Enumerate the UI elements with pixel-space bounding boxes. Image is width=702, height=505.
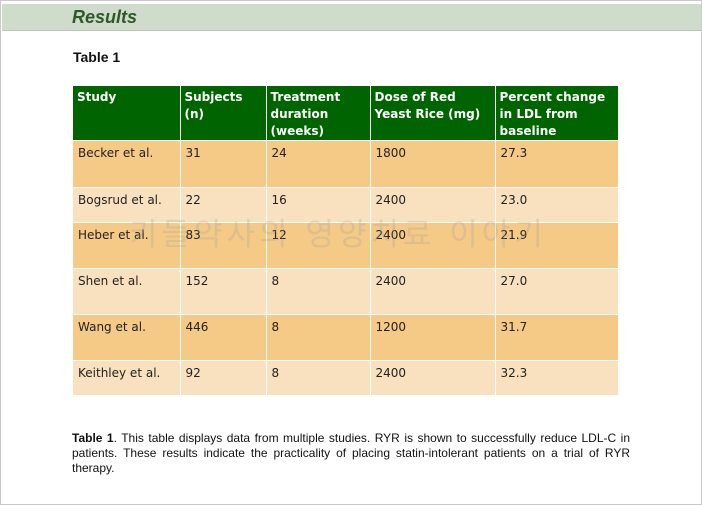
cell-duration: 8: [266, 360, 371, 395]
cell-dose: 2400: [370, 222, 496, 269]
caption-label: Table 1: [72, 431, 114, 445]
table-row: Shen et al. 152 8 2400 27.0: [73, 268, 619, 315]
cell-ldl-change: 21.9: [495, 222, 619, 269]
cell-subjects: 22: [180, 187, 267, 223]
cell-duration: 16: [266, 187, 371, 223]
cell-subjects: 92: [180, 360, 267, 395]
cell-ldl-change: 27.3: [495, 140, 619, 188]
column-header-ldl-change: Percent change in LDL from baseline: [495, 86, 619, 141]
cell-ldl-change: 23.0: [495, 187, 619, 223]
cell-ldl-change: 32.3: [495, 360, 619, 395]
cell-dose: 2400: [370, 187, 496, 223]
column-header-dose: Dose of Red Yeast Rice (mg): [370, 86, 496, 141]
cell-subjects: 152: [180, 268, 267, 315]
cell-duration: 8: [266, 314, 371, 361]
table-row: Wang et al. 446 8 1200 31.7: [73, 314, 619, 361]
cell-study: Shen et al.: [73, 268, 181, 315]
cell-study: Becker et al.: [73, 140, 181, 188]
cell-dose: 2400: [370, 360, 496, 395]
cell-duration: 12: [266, 222, 371, 269]
table-row: Keithley et al. 92 8 2400 32.3: [73, 360, 619, 395]
cell-duration: 24: [266, 140, 371, 188]
cell-study: Heber et al.: [73, 222, 181, 269]
column-header-subjects: Subjects (n): [180, 86, 267, 141]
cell-study: Keithley et al.: [73, 360, 181, 395]
table-row: Becker et al. 31 24 1800 27.3: [73, 140, 619, 188]
results-table: Study Subjects (n) Treatment duration (w…: [73, 86, 619, 395]
cell-ldl-change: 27.0: [495, 268, 619, 315]
table-row: Bogsrud et al. 22 16 2400 23.0: [73, 187, 619, 223]
cell-dose: 1800: [370, 140, 496, 188]
caption-text: . This table displays data from multiple…: [72, 431, 631, 475]
results-title: Results: [72, 7, 138, 27]
table-row: Heber et al. 83 12 2400 21.9: [73, 222, 619, 269]
cell-subjects: 83: [180, 222, 267, 269]
cell-ldl-change: 31.7: [495, 314, 619, 361]
cell-duration: 8: [266, 268, 371, 315]
table-caption: Table 1. This table displays data from m…: [72, 431, 630, 476]
cell-subjects: 31: [180, 140, 267, 188]
column-header-study: Study: [73, 86, 181, 141]
cell-dose: 2400: [370, 268, 496, 315]
cell-study: Bogsrud et al.: [73, 187, 181, 223]
cell-study: Wang et al.: [73, 314, 181, 361]
results-header-band: Results: [2, 4, 701, 31]
cell-dose: 1200: [370, 314, 496, 361]
cell-subjects: 446: [180, 314, 267, 361]
column-header-duration: Treatment duration (weeks): [266, 86, 371, 141]
table-label: Table 1: [73, 49, 121, 65]
table-header-row: Study Subjects (n) Treatment duration (w…: [73, 86, 619, 141]
